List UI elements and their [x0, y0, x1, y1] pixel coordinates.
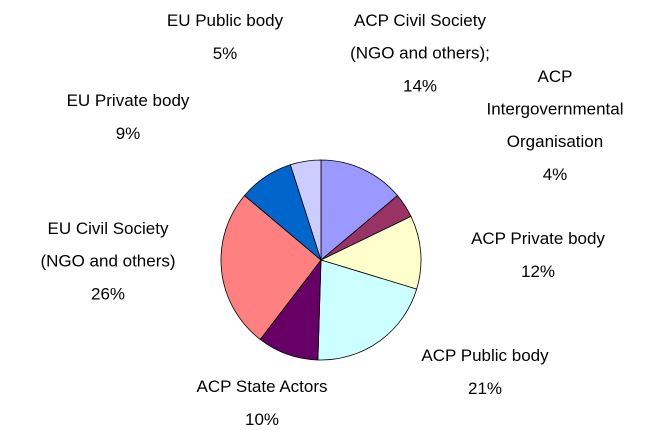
label-line: (NGO and others) — [40, 252, 175, 271]
value-label: 10% — [245, 410, 279, 429]
label-line: ACP — [538, 67, 573, 86]
label-line: (NGO and others); — [350, 44, 490, 63]
value-label: 9% — [116, 124, 141, 143]
value-label: 4% — [543, 165, 568, 184]
pie-slice — [317, 259, 418, 361]
slice-label: ACP Private body — [471, 229, 605, 248]
label-line: ACP Public body — [421, 346, 549, 365]
value-label: 21% — [468, 379, 502, 398]
slice-label: EU Public body — [167, 11, 284, 30]
value-label: 14% — [403, 76, 437, 95]
label-line: EU Civil Society — [48, 219, 169, 238]
label-line: ACP Civil Society — [354, 11, 486, 30]
value-label: 5% — [213, 44, 238, 63]
slice-label: ACP Intergovernmental Organisation — [486, 67, 623, 151]
slice-label: ACP State Actors — [196, 377, 327, 396]
label-line: EU Public body — [167, 11, 284, 30]
slice-label: ACP Public body — [421, 346, 549, 365]
pie-slice — [289, 159, 322, 261]
pie-slice — [319, 215, 422, 290]
pie-slice — [320, 159, 399, 261]
slice-label: EU Civil Society (NGO and others) — [40, 219, 175, 271]
pie-slice — [220, 195, 322, 340]
slice-label: EU Private body — [67, 91, 190, 110]
label-line: Intergovernmental — [486, 100, 623, 119]
label-line: Organisation — [507, 132, 603, 151]
value-label: 26% — [91, 284, 125, 303]
slice-label: ACP Civil Society (NGO and others); — [350, 11, 490, 63]
label-line: ACP State Actors — [196, 377, 327, 396]
label-line: ACP Private body — [471, 229, 605, 248]
value-label: 12% — [521, 262, 555, 281]
label-line: EU Private body — [67, 91, 190, 110]
